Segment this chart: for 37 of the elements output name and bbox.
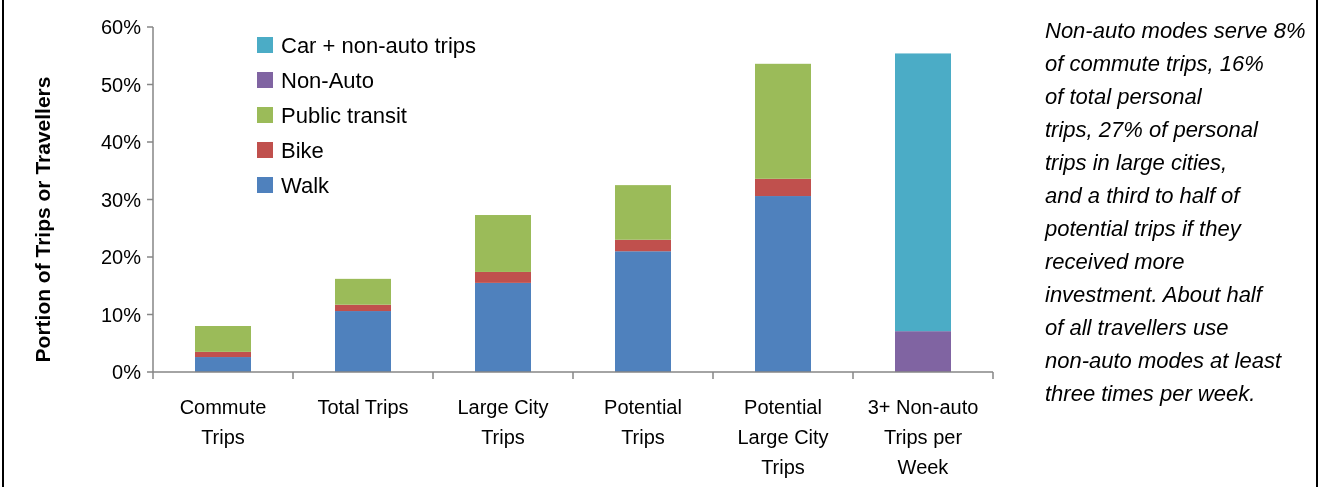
bar: [615, 239, 671, 252]
x-tick-label: Potential Trips: [604, 396, 682, 448]
bar: [615, 185, 671, 240]
x-tick-label: Large City Trips: [457, 396, 549, 448]
bar: [475, 282, 531, 372]
x-tick-label: Commute Trips: [179, 396, 267, 448]
legend-label: Walk: [281, 172, 331, 198]
y-tick-label: 50%: [100, 73, 142, 96]
y-tick-label: 40%: [100, 131, 142, 153]
legend-label: Bike: [281, 137, 324, 163]
bar: [615, 251, 671, 372]
bar: [195, 351, 251, 358]
y-tick-label: 10%: [100, 303, 142, 326]
y-tick-label: 20%: [100, 246, 142, 268]
y-tick-label: 0%: [112, 361, 142, 383]
bar: [195, 326, 251, 352]
bar: [895, 331, 951, 372]
bar: [755, 196, 811, 372]
y-tick-label: 60%: [100, 16, 142, 38]
bar: [335, 278, 391, 305]
bar: [475, 271, 531, 283]
y-axis-title: Portion of Trips or Travellers: [31, 76, 54, 363]
bar: [755, 63, 811, 179]
bar: [475, 215, 531, 272]
bar: [755, 178, 811, 197]
bar: [335, 304, 391, 312]
legend-label: Car + non-auto trips: [281, 32, 477, 58]
bar: [335, 311, 391, 372]
x-tick-label: 3+ Non-auto Trips per Week: [867, 396, 979, 478]
y-tick-label: 30%: [100, 188, 142, 211]
legend-label: Non-Auto: [281, 67, 374, 93]
bar: [195, 357, 251, 372]
x-tick-label: Potential Large City Trips: [737, 396, 829, 478]
text: Non-auto modes serve 8% of commute trips, 16% of total personal trips, 27% of personal trips in large cities, and a third to half of potential trips if they received more investment. About half of all travellers use non-auto modes at least three times per week.: [1045, 18, 1306, 406]
legend-label: Public transit: [281, 102, 407, 128]
bar: [895, 53, 951, 332]
x-tick-label: Total Trips: [317, 396, 409, 418]
